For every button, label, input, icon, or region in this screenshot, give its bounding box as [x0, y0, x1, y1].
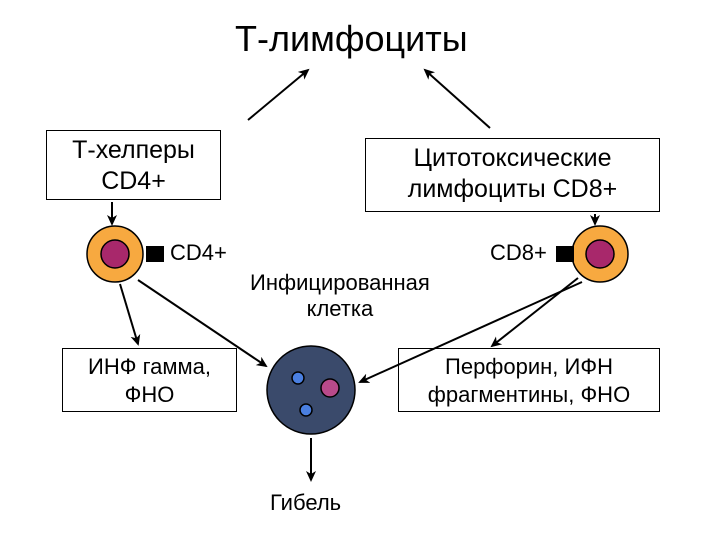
- cd8-cell-outer: [572, 226, 628, 282]
- arrow-1: [425, 70, 490, 128]
- label-cd4: CD4+: [170, 240, 227, 266]
- arrow-0: [248, 70, 308, 120]
- box-perforin-line2: фрагментины, ФНО: [428, 382, 630, 407]
- box-inf-gamma-line2: ФНО: [125, 382, 175, 407]
- label-infected-line1: Инфицированная: [250, 270, 430, 295]
- box-perforin: Перфорин, ИФН фрагментины, ФНО: [398, 348, 660, 412]
- box-cytotoxic-line2: лимфоциты CD8+: [408, 175, 617, 203]
- box-cytotoxic: Цитотоксические лимфоциты CD8+: [365, 138, 660, 212]
- label-infected: Инфицированная клетка: [250, 270, 430, 323]
- infected-cell-dot-0: [292, 372, 304, 384]
- box-helpers-line1: Т-хелперы: [72, 136, 195, 164]
- box-inf-gamma: ИНФ гамма, ФНО: [62, 348, 237, 412]
- label-cd8: CD8+: [490, 240, 547, 266]
- infected-cell-dot-1: [321, 379, 339, 397]
- box-inf-gamma-line1: ИНФ гамма,: [88, 354, 211, 379]
- cd4-cell-outer: [87, 226, 143, 282]
- box-cytotoxic-line1: Цитотоксические: [414, 144, 612, 172]
- arrow-4: [120, 284, 138, 344]
- arrow-6: [492, 278, 578, 346]
- label-infected-line2: клетка: [307, 296, 374, 321]
- cd8-cell-inner: [586, 240, 614, 268]
- box-perforin-line1: Перфорин, ИФН: [445, 354, 613, 379]
- box-helpers-line2: CD4+: [101, 167, 166, 195]
- cd4-receptor: [146, 246, 164, 262]
- diagram-title: Т-лимфоциты: [235, 18, 468, 60]
- cd4-cell-inner: [101, 240, 129, 268]
- label-death: Гибель: [270, 490, 341, 516]
- cd8-receptor: [556, 246, 574, 262]
- infected-cell-body: [267, 346, 355, 434]
- infected-cell-dot-2: [300, 404, 312, 416]
- box-helpers: Т-хелперы CD4+: [46, 130, 221, 200]
